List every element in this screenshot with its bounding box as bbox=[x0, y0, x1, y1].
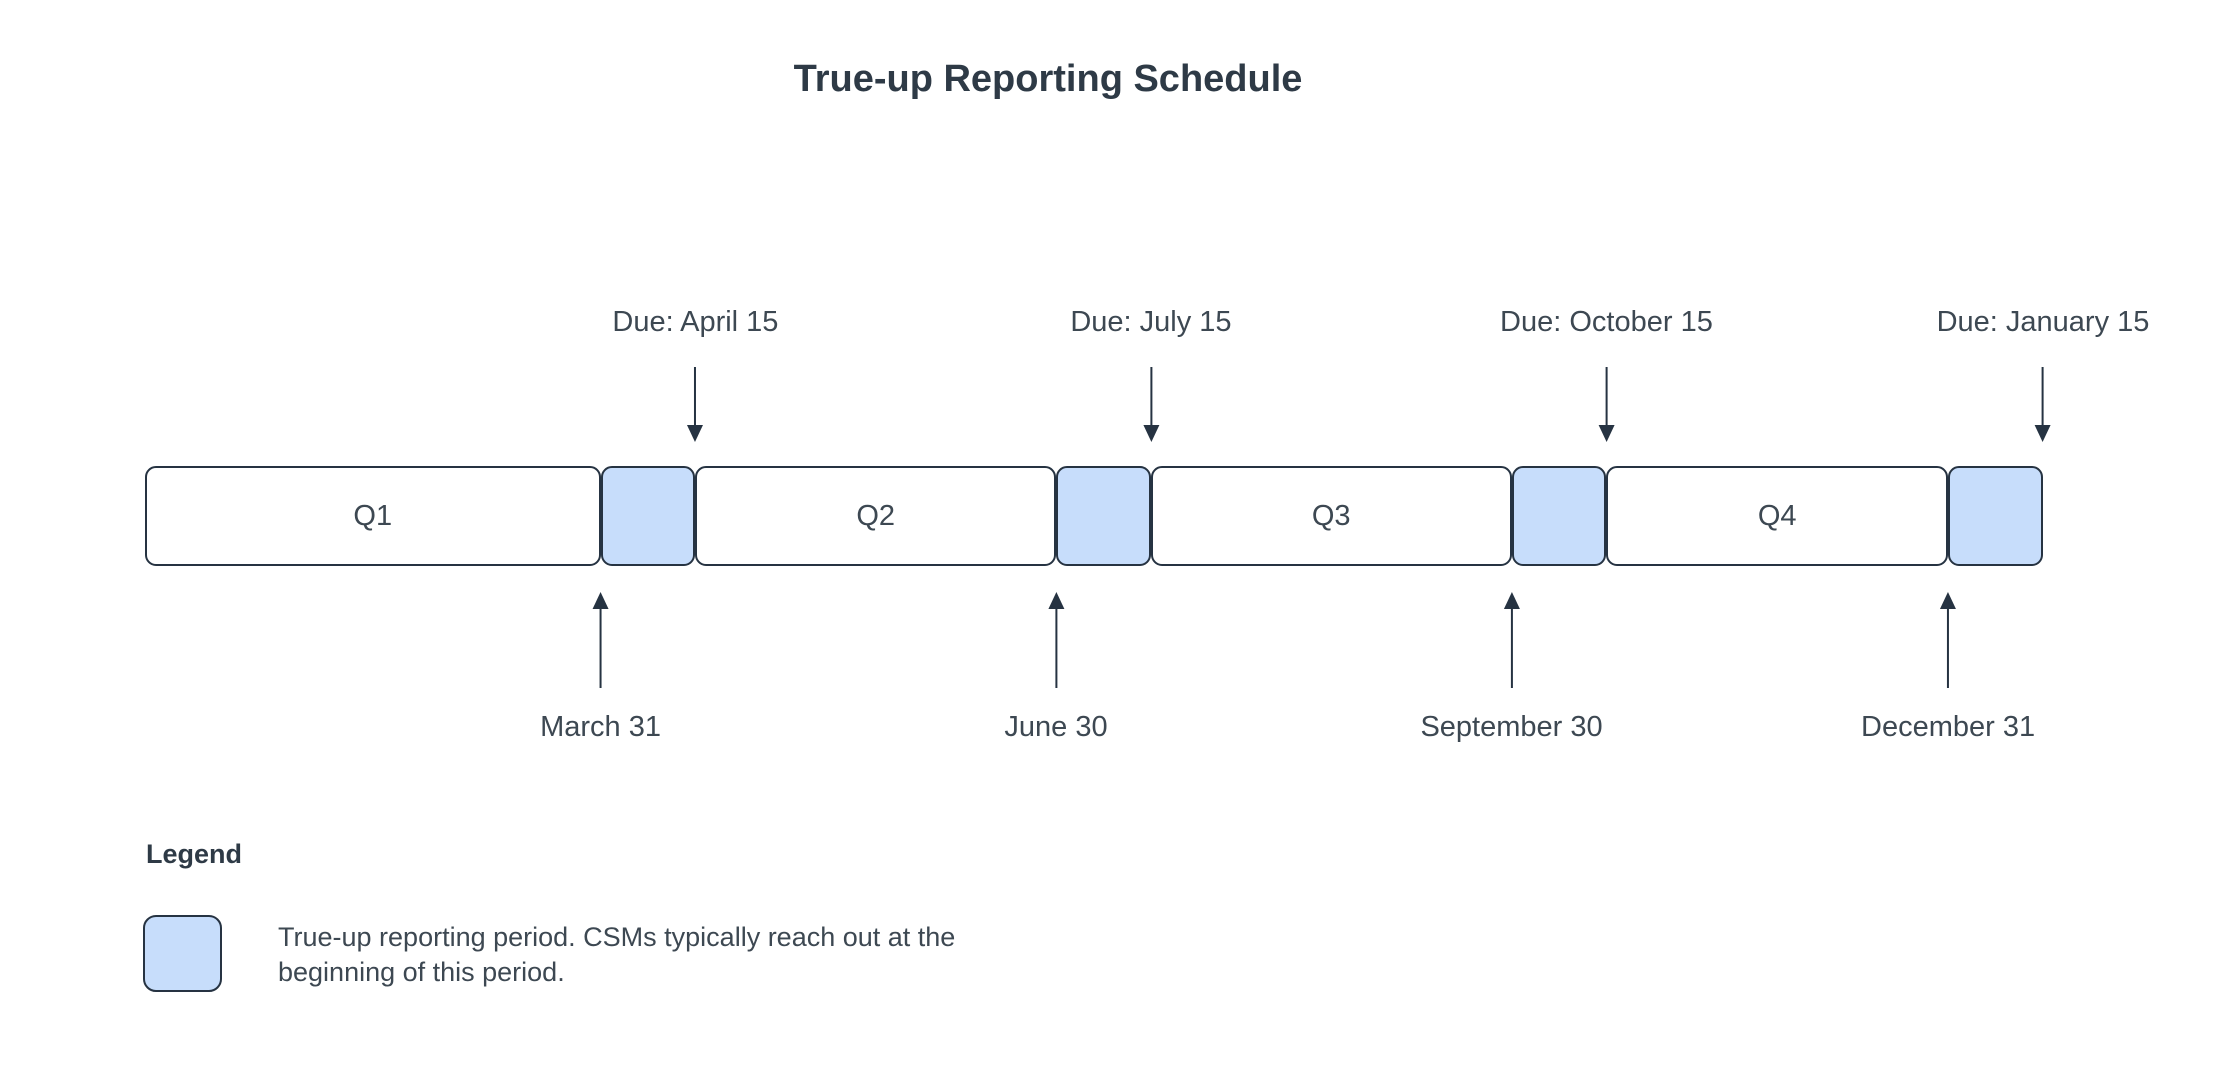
quarter-end-date-label: September 30 bbox=[1420, 711, 1603, 743]
quarter-end-marker: September 30 bbox=[1420, 592, 1603, 744]
legend-item-text: True-up reporting period. CSMs typically… bbox=[278, 922, 956, 987]
quarter-segment: Q2 bbox=[695, 466, 1057, 566]
due-marker: Due: April 15 bbox=[612, 306, 778, 442]
arrow-down-icon bbox=[1598, 367, 1615, 442]
quarter-end-date-label: March 31 bbox=[540, 711, 661, 743]
arrow-down-icon bbox=[2035, 367, 2051, 442]
arrow-up-icon bbox=[592, 592, 609, 688]
quarter-end-marker: December 31 bbox=[1861, 592, 2035, 744]
arrow-shaft bbox=[1947, 609, 1950, 688]
arrow-shaft bbox=[1149, 367, 1152, 425]
arrow-shaft bbox=[1055, 609, 1058, 688]
arrow-head bbox=[1048, 592, 1065, 609]
quarter-segment: Q1 bbox=[145, 466, 601, 566]
arrow-shaft bbox=[599, 609, 602, 688]
due-date-label: Due: July 15 bbox=[1070, 306, 1232, 338]
due-date-label: Due: October 15 bbox=[1500, 306, 1713, 338]
reporting-timeline: Q1 Q2 Q3 Q4 Due: April 15 Due: July 15 Due: O… bbox=[145, 306, 2149, 743]
diagram-title: True-up Reporting Schedule bbox=[793, 58, 1303, 100]
trueup-period-segment bbox=[1948, 466, 2043, 566]
due-date-label: Due: January 15 bbox=[1936, 306, 2150, 338]
due-marker: Due: July 15 bbox=[1070, 306, 1232, 442]
timeline-bar: Q1 Q2 Q3 Q4 bbox=[145, 466, 2043, 566]
arrow-down-icon bbox=[1142, 367, 1159, 442]
arrow-up-icon bbox=[1503, 592, 1520, 688]
quarter-label: Q4 bbox=[1757, 499, 1797, 532]
arrow-head bbox=[592, 592, 609, 609]
due-marker: Due: January 15 bbox=[1936, 306, 2150, 442]
arrow-up-icon bbox=[1940, 592, 1957, 688]
trueup-period-segment bbox=[600, 466, 696, 566]
due-marker: Due: October 15 bbox=[1500, 306, 1713, 442]
arrow-down-icon bbox=[687, 367, 704, 442]
quarter-end-date-label: June 30 bbox=[1004, 711, 1108, 743]
arrow-shaft bbox=[1510, 609, 1513, 688]
arrow-up-icon bbox=[1048, 592, 1065, 688]
arrow-head bbox=[1503, 592, 1520, 609]
quarter-label: Q3 bbox=[1311, 499, 1351, 532]
arrow-shaft bbox=[2042, 367, 2044, 425]
quarter-segment: Q3 bbox=[1150, 466, 1512, 566]
trueup-period-segment bbox=[1511, 466, 1607, 566]
legend-item: True-up reporting period. CSMs typically… bbox=[143, 915, 973, 992]
due-date-label: Due: April 15 bbox=[612, 306, 779, 338]
arrow-head bbox=[1142, 425, 1159, 442]
trueup-period-segment bbox=[1056, 466, 1151, 566]
quarter-label: Q2 bbox=[856, 499, 896, 532]
quarter-segment: Q4 bbox=[1606, 466, 1949, 566]
quarter-label: Q1 bbox=[353, 499, 393, 532]
trueup-period-swatch bbox=[143, 915, 222, 992]
quarter-end-marker: June 30 bbox=[1004, 592, 1108, 744]
arrow-head bbox=[1598, 425, 1615, 442]
arrow-shaft bbox=[1605, 367, 1608, 425]
legend-heading: Legend bbox=[146, 839, 243, 869]
quarter-end-date-label: December 31 bbox=[1861, 711, 2036, 743]
arrow-shaft bbox=[694, 367, 697, 425]
arrow-head bbox=[687, 425, 704, 442]
quarter-end-marker: March 31 bbox=[540, 592, 661, 744]
arrow-head bbox=[1940, 592, 1957, 609]
arrow-head bbox=[2035, 425, 2051, 442]
